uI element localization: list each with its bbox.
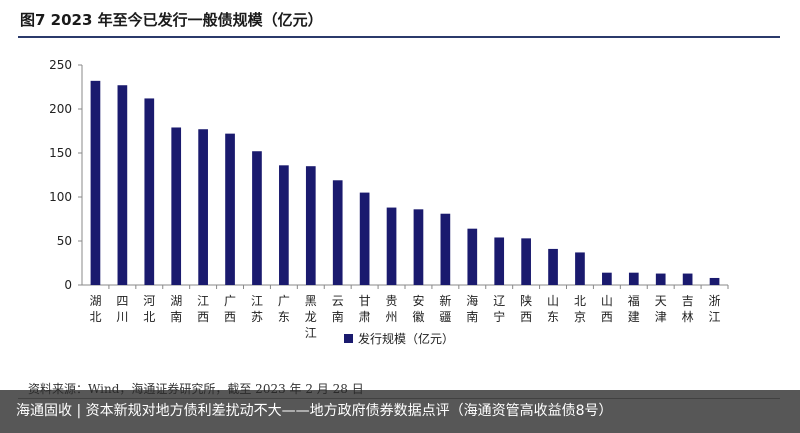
figure-header: 图7 2023 年至今已发行一般债规模（亿元） (0, 0, 800, 40)
y-tick-label: 0 (64, 278, 72, 292)
title-rule (18, 36, 780, 38)
bar-7 (252, 151, 262, 285)
bar-11 (359, 192, 370, 285)
bar-22 (655, 273, 666, 285)
bar-9 (305, 166, 316, 285)
x-category-label: 安徽 (412, 293, 424, 324)
x-category-label: 山西 (601, 294, 613, 324)
x-category-label: 天津 (655, 294, 667, 324)
bar-5 (198, 129, 208, 285)
x-category-label: 广东 (278, 294, 290, 324)
bar-16 (494, 237, 505, 285)
x-category-label: 陕西 (520, 293, 532, 324)
x-category-label: 新疆 (439, 293, 451, 324)
article-banner: 海通固收 | 资本新规对地方债利差扰动不大——地方政府债券数据点评（海通资管高收… (0, 390, 800, 433)
bar-1 (90, 80, 101, 285)
x-category-label: 北京 (574, 294, 586, 324)
bar-12 (386, 207, 397, 285)
bar-21 (628, 272, 639, 285)
y-tick-label: 200 (49, 102, 72, 116)
x-category-label: 甘肃 (359, 294, 371, 324)
x-category-label: 海南 (466, 293, 478, 324)
bar-3 (144, 98, 155, 285)
x-category-label: 贵州 (386, 294, 398, 324)
bar-6 (225, 133, 235, 285)
x-category-label: 黑龙江 (305, 294, 317, 340)
x-category-label: 湖北 (89, 293, 101, 324)
y-tick-label: 50 (57, 234, 72, 248)
x-category-label: 江苏 (251, 294, 263, 324)
x-category-label: 山东 (547, 294, 559, 324)
x-category-label: 广西 (224, 294, 236, 324)
bar-14 (440, 213, 451, 285)
bar-8 (279, 165, 289, 285)
bar-17 (521, 238, 531, 285)
bar-24 (709, 277, 720, 285)
x-category-label: 浙江 (709, 294, 721, 324)
bar-20 (602, 272, 612, 285)
x-category-label: 江西 (197, 294, 209, 324)
bar-2 (117, 85, 128, 285)
x-category-label: 河北 (143, 294, 155, 324)
x-category-label: 云南 (332, 294, 344, 324)
legend-swatch (344, 334, 353, 343)
x-category-label: 吉林 (682, 294, 694, 324)
x-category-label: 湖南 (170, 293, 182, 324)
figure-title: 图7 2023 年至今已发行一般债规模（亿元） (20, 11, 323, 29)
bar-18 (548, 248, 558, 285)
y-tick-label: 150 (49, 146, 72, 160)
bar-10 (332, 180, 343, 285)
y-tick-label: 100 (49, 190, 72, 204)
bar-15 (467, 228, 478, 285)
banner-title: 海通固收 | 资本新规对地方债利差扰动不大——地方政府债券数据点评（海通资管高收… (16, 403, 613, 419)
legend-label: 发行规模（亿元） (358, 331, 454, 346)
y-tick-label: 250 (49, 58, 72, 72)
bar-19 (575, 252, 585, 285)
bar-23 (682, 273, 693, 285)
x-category-label: 辽宁 (493, 294, 505, 324)
bar-4 (171, 127, 182, 285)
bar-13 (413, 209, 424, 285)
x-category-label: 福建 (628, 293, 640, 324)
x-category-label: 四川 (116, 294, 128, 324)
